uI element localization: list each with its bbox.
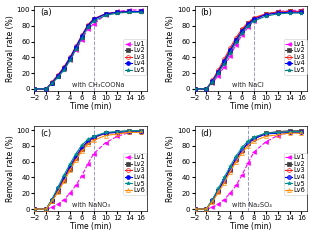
Y-axis label: Removal rate (%): Removal rate (%) <box>167 135 175 202</box>
X-axis label: Time (min): Time (min) <box>230 222 272 231</box>
Legend: Lv1, Lv2, Lv3, Lv4, Lv5: Lv1, Lv2, Lv3, Lv4, Lv5 <box>284 39 307 75</box>
Text: (b): (b) <box>200 9 212 17</box>
X-axis label: Time (min): Time (min) <box>230 102 272 111</box>
Text: (d): (d) <box>200 129 212 138</box>
Y-axis label: Removal rate (%): Removal rate (%) <box>167 15 175 82</box>
Y-axis label: Removal rate (%): Removal rate (%) <box>6 135 15 202</box>
Legend: Lv1, Lv2, Lv3, Lv4, Lv5, Lv6: Lv1, Lv2, Lv3, Lv4, Lv5, Lv6 <box>123 153 146 195</box>
Text: with Na₂SO₄: with Na₂SO₄ <box>232 202 272 208</box>
X-axis label: Time (min): Time (min) <box>70 102 111 111</box>
Text: with CH₃COONa: with CH₃COONa <box>71 82 124 88</box>
Text: with NaCl: with NaCl <box>232 82 264 88</box>
Y-axis label: Removal rate (%): Removal rate (%) <box>6 15 15 82</box>
Legend: Lv1, Lv2, Lv3, Lv4, Lv5, Lv6: Lv1, Lv2, Lv3, Lv4, Lv5, Lv6 <box>284 153 307 195</box>
Text: with NaNO₃: with NaNO₃ <box>71 202 110 208</box>
Text: (a): (a) <box>40 9 51 17</box>
X-axis label: Time (min): Time (min) <box>70 222 111 231</box>
Legend: Lv1, Lv2, Lv3, Lv4, Lv5: Lv1, Lv2, Lv3, Lv4, Lv5 <box>123 39 146 75</box>
Text: (c): (c) <box>40 129 51 138</box>
